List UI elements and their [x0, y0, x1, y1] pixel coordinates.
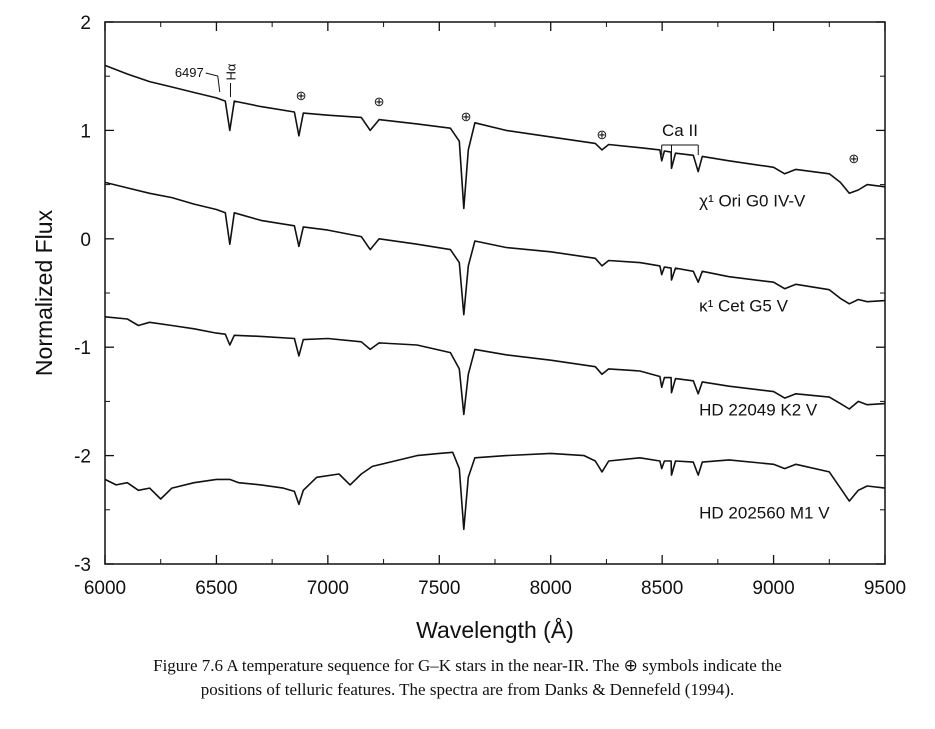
spectrum-line-3	[104, 316, 886, 416]
telluric-symbol: ⊕	[461, 109, 472, 124]
figure-caption: Figure 7.6 A temperature sequence for G–…	[20, 654, 915, 702]
spectrum-label-4: HD 202560 M1 V	[699, 503, 830, 522]
x-tick-label: 7500	[418, 578, 460, 599]
telluric-symbol: ⊕	[296, 88, 307, 103]
y-tick-label: 0	[80, 230, 91, 251]
spectrum-line-1	[104, 64, 886, 210]
x-tick-label: 7000	[307, 578, 349, 599]
ca-ii-label: Ca II	[662, 121, 698, 140]
x-tick-label: 9000	[752, 578, 794, 599]
telluric-symbol: ⊕	[848, 151, 859, 166]
spectrum-label-1: χ¹ Ori G0 IV-V	[699, 191, 806, 210]
axes: 6000 6500 7000 7500 8000 8500 9000 9500 -3 -2 -1 0 1…	[31, 13, 906, 643]
spectrum-line-4	[104, 451, 886, 531]
series-labels: χ¹ Ori G0 IV-V κ¹ Cet G5 V HD 22049 K2 V HD…	[699, 191, 830, 522]
x-tick-label: 6500	[195, 578, 237, 599]
x-axis-title: Wavelength (Å)	[416, 616, 574, 643]
x-tick-label: 6000	[84, 578, 126, 599]
line-6497-leader	[205, 72, 221, 93]
y-tick-label: -2	[74, 447, 91, 468]
y-tick-label: -1	[74, 338, 91, 359]
x-tick-label: 8500	[641, 578, 683, 599]
telluric-symbol: ⊕	[597, 127, 608, 142]
telluric-symbol: ⊕	[374, 94, 385, 109]
y-tick-label: 2	[80, 13, 91, 34]
caption-line-1: Figure 7.6 A temperature sequence for G–…	[153, 656, 782, 675]
plot-frame	[104, 21, 886, 565]
line-6497-label: 6497	[175, 65, 204, 80]
y-tick-label: -3	[74, 555, 91, 576]
spectra	[104, 64, 886, 531]
annotations: 6497 Hα Ca II ⊕ ⊕ ⊕ ⊕ ⊕	[175, 63, 859, 166]
halpha-label: Hα	[223, 63, 238, 80]
spectrum-label-3: HD 22049 K2 V	[699, 400, 818, 419]
y-tick-label: 1	[80, 121, 91, 142]
y-axis-title: Normalized Flux	[31, 209, 57, 376]
spectrum-line-2	[104, 181, 886, 316]
x-tick-label: 8000	[530, 578, 572, 599]
x-tick-label: 9500	[864, 578, 906, 599]
caption-line-2: positions of telluric features. The spec…	[200, 680, 735, 699]
spectrum-label-2: κ¹ Cet G5 V	[699, 296, 788, 315]
